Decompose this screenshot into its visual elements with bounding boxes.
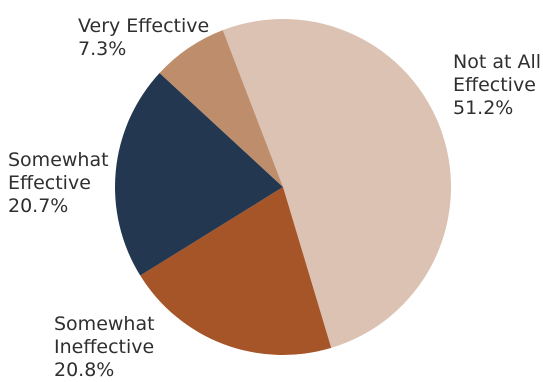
label-somewhat-ineffective: Somewhat Ineffective 20.8% bbox=[54, 313, 155, 382]
pie-slice-2 bbox=[115, 73, 283, 276]
label-value: 51.2% bbox=[453, 97, 514, 119]
label-line: Effective bbox=[453, 74, 536, 96]
label-not-at-all-effective: Not at All Effective 51.2% bbox=[453, 51, 541, 120]
label-very-effective: Very Effective 7.3% bbox=[78, 15, 209, 61]
label-line: Effective bbox=[8, 172, 91, 194]
label-line: Not at All bbox=[453, 51, 542, 73]
pie-slice-0 bbox=[222, 18, 452, 348]
pie-slices bbox=[115, 18, 452, 355]
pie-slice-3 bbox=[159, 30, 283, 187]
label-value: 20.8% bbox=[54, 359, 115, 381]
label-value: 7.3% bbox=[78, 38, 127, 60]
label-line: Very Effective bbox=[78, 15, 210, 37]
label-somewhat-effective: Somewhat Effective 20.7% bbox=[8, 149, 109, 218]
label-line: Somewhat bbox=[8, 149, 109, 171]
label-line: Somewhat bbox=[54, 313, 155, 335]
label-value: 20.7% bbox=[8, 195, 69, 217]
pie-slice-1 bbox=[140, 187, 332, 355]
label-line: Ineffective bbox=[54, 336, 155, 358]
